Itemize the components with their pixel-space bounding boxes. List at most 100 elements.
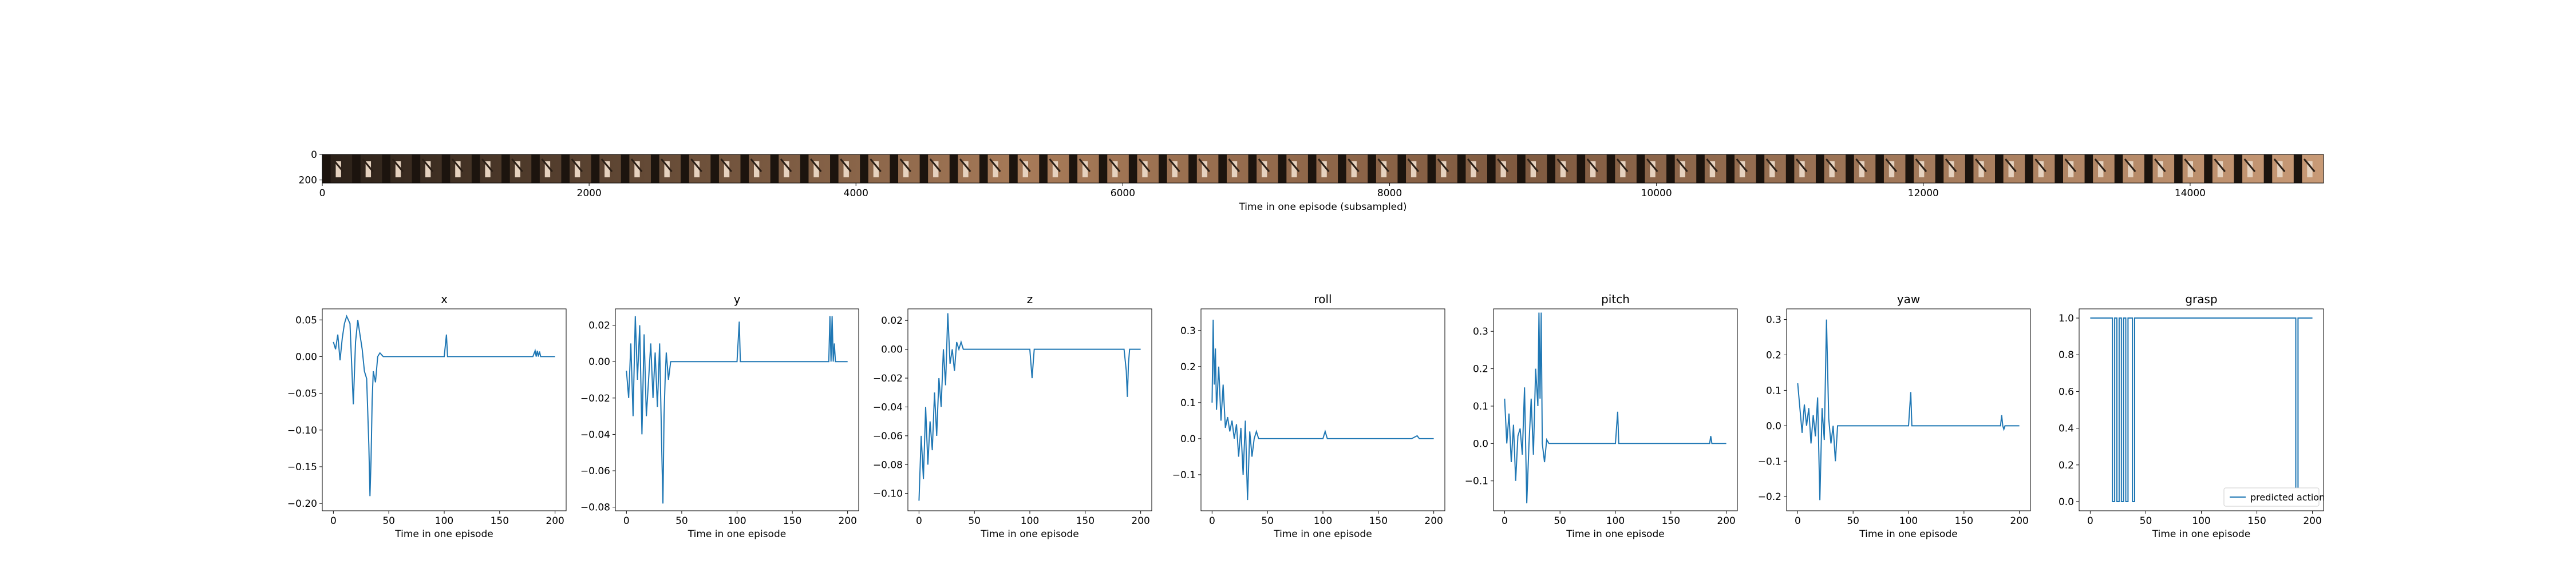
filmstrip-frame-arm [1437, 158, 1449, 172]
filmstrip-frame [1935, 154, 1944, 183]
filmstrip-frame-arm [332, 158, 344, 172]
filmstrip-frame-highlight [574, 161, 580, 177]
filmstrip-frame [382, 154, 390, 183]
roll-series-line [1211, 319, 1434, 500]
filmstrip-frame-arm [1556, 158, 1569, 172]
yaw-y-tick-label: 0.3 [1766, 315, 1781, 326]
filmstrip-frame-arm [1467, 158, 1479, 172]
z-axes-frame [907, 308, 1152, 511]
filmstrip-frame [800, 154, 809, 183]
filmstrip-frames [322, 154, 2316, 183]
filmstrip-frame [2055, 154, 2063, 183]
filmstrip-frame-arm [2034, 158, 2046, 172]
grasp-series-line [2090, 317, 2313, 502]
filmstrip-y-tick-label: 200 [299, 175, 317, 186]
filmstrip-frame [2144, 154, 2153, 183]
filmstrip-frame-highlight [1888, 161, 1895, 177]
filmstrip-frame [2293, 154, 2302, 183]
grasp-y-tick-label: 0.2 [2059, 460, 2074, 471]
y-y-tick-label: 0.00 [588, 356, 610, 368]
filmstrip-y-tick-label: 0 [311, 149, 317, 161]
filmstrip-frame [2174, 154, 2183, 183]
x-x-tick-label: 200 [546, 515, 564, 527]
roll-x-tick-label: 150 [1369, 515, 1388, 527]
filmstrip-frame-highlight [1530, 161, 1536, 177]
filmstrip-frame-arm [1616, 158, 1629, 172]
filmstrip-frame-arm [2124, 158, 2136, 172]
filmstrip-frame-arm [899, 158, 912, 172]
subplot-roll: roll 0 50 100 150 200 0.3 0.2 0.1 0.0 −0.1 Time in … [1172, 292, 1445, 540]
filmstrip-frame-arm [1795, 158, 1808, 172]
y-y-tick-label: 0.02 [588, 320, 610, 332]
z-y-tick-label: −0.06 [873, 431, 903, 442]
filmstrip-frame-highlight [1918, 161, 1925, 177]
filmstrip-x-tick-label: 2000 [577, 188, 602, 199]
filmstrip-frame-arm [989, 158, 1001, 172]
z-y-tick-label: −0.04 [873, 402, 903, 413]
filmstrip-frame-arm [2094, 158, 2107, 172]
roll-y-tick-label: 0.0 [1180, 434, 1196, 445]
x-y-tick-label: −0.05 [287, 388, 317, 400]
filmstrip-frame-arm [2243, 158, 2256, 172]
filmstrip-frame-arm [2303, 158, 2316, 172]
filmstrip-frame-arm [2184, 158, 2196, 172]
filmstrip-frame [352, 154, 361, 183]
filmstrip-x-tick-label: 12000 [1908, 188, 1939, 199]
filmstrip-frame-arm [720, 158, 733, 172]
x-series-line [333, 314, 555, 496]
filmstrip-frame-arm [1228, 158, 1240, 172]
filmstrip-frame [1188, 154, 1197, 183]
filmstrip-frame-highlight [2008, 161, 2014, 177]
filmstrip-frame-arm [571, 158, 583, 172]
filmstrip-frame [501, 154, 510, 183]
filmstrip-x-tick-label: 6000 [1111, 188, 1135, 199]
filmstrip-frame [561, 154, 570, 183]
filmstrip-frame [1965, 154, 1974, 183]
filmstrip-frame [1159, 154, 1167, 183]
grasp-y-tick-label: 0.4 [2059, 423, 2074, 435]
filmstrip-frame [1517, 154, 1526, 183]
x-y-tick-label: 0.05 [295, 315, 317, 326]
filmstrip-frame [710, 154, 719, 183]
roll-y-tick-label: 0.3 [1180, 325, 1196, 337]
pitch-y-tick-label: 0.2 [1473, 364, 1488, 375]
filmstrip-frame-highlight [753, 161, 760, 177]
z-title: z [1027, 292, 1033, 306]
filmstrip-frame-arm [1915, 158, 1927, 172]
filmstrip-x-tick-label: 0 [319, 188, 326, 199]
yaw-x-tick-label: 50 [1847, 515, 1859, 527]
filmstrip-frame-highlight [2307, 161, 2313, 177]
filmstrip-frame [1696, 154, 1705, 183]
filmstrip-frame-highlight [903, 161, 909, 177]
filmstrip-frame [860, 154, 868, 183]
filmstrip-frame-arm [511, 158, 523, 172]
filmstrip-frame-arm [1407, 158, 1420, 172]
y-title: y [734, 292, 741, 306]
filmstrip-frame-highlight [634, 161, 640, 177]
y-x-tick-label: 0 [623, 515, 630, 527]
x-y-tick-label: 0.00 [295, 351, 317, 363]
filmstrip-frame-highlight [843, 161, 849, 177]
filmstrip-frame-highlight [335, 161, 341, 177]
x-x-tick-label: 150 [491, 515, 509, 527]
filmstrip-frame [1218, 154, 1227, 183]
yaw-y-tick-label: 0.1 [1766, 385, 1781, 396]
filmstrip-frame-highlight [873, 161, 879, 177]
roll-x-axis-label: Time in one episode [1273, 529, 1372, 540]
yaw-y-tick-label: 0.2 [1766, 350, 1781, 362]
filmstrip-frame [1875, 154, 1884, 183]
x-x-tick-label: 50 [382, 515, 395, 527]
filmstrip-frame-highlight [1351, 161, 1357, 177]
filmstrip-frame-highlight [2038, 161, 2044, 177]
filmstrip-frame-highlight [2098, 161, 2104, 177]
y-y-tick-label: −0.04 [580, 429, 610, 440]
filmstrip-frame-highlight [1949, 161, 1954, 177]
y-y-tick-label: −0.02 [580, 393, 610, 404]
filmstrip-frame-highlight [395, 161, 401, 177]
y-y-tick-label: −0.06 [580, 466, 610, 477]
pitch-y-tick-label: −0.1 [1465, 476, 1488, 487]
yaw-series-line [1797, 319, 2020, 500]
grasp-y-tick-label: 1.0 [2059, 313, 2074, 324]
pitch-x-tick-label: 200 [1717, 515, 1735, 527]
filmstrip-frame-arm [1078, 158, 1091, 172]
